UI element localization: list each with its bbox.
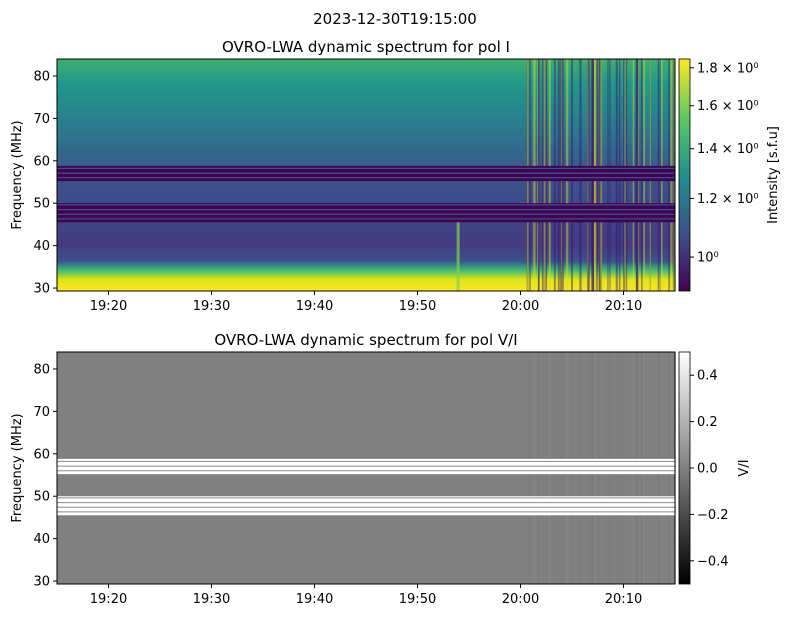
x-tick-label: 19:40 bbox=[296, 592, 333, 607]
x-tick-label: 20:00 bbox=[502, 592, 539, 607]
flagged-band bbox=[57, 496, 675, 516]
colorbar-tick-label: 0.2 bbox=[697, 415, 718, 430]
colorbar-tick-label: −0.4 bbox=[697, 554, 729, 569]
colorbar-tick-label: 1.6 × 10⁰ bbox=[697, 99, 759, 114]
colorbar-label: Intensity [s.f.u] bbox=[766, 126, 781, 224]
y-tick-label: 80 bbox=[33, 362, 50, 377]
y-tick-label: 80 bbox=[33, 69, 50, 84]
y-tick-label: 30 bbox=[33, 282, 50, 297]
x-tick-label: 19:50 bbox=[399, 299, 436, 314]
colorbar-tick-label: 1.8 × 10⁰ bbox=[697, 61, 759, 76]
y-tick-label: 50 bbox=[33, 197, 50, 212]
x-tick-label: 19:50 bbox=[399, 592, 436, 607]
y-tick-label: 70 bbox=[33, 405, 50, 420]
x-tick-label: 19:40 bbox=[296, 299, 333, 314]
burst-feature bbox=[456, 220, 460, 291]
suptitle: 2023-12-30T19:15:00 bbox=[313, 10, 477, 28]
y-tick-label: 60 bbox=[33, 154, 50, 169]
x-tick-label: 19:30 bbox=[193, 299, 230, 314]
y-tick-label: 70 bbox=[33, 112, 50, 127]
y-tick-label: 40 bbox=[33, 532, 50, 547]
axes-frame bbox=[56, 58, 676, 292]
colorbar-tick-label: 1.2 × 10⁰ bbox=[697, 192, 759, 207]
y-tick-label: 60 bbox=[33, 447, 50, 462]
axes-frame bbox=[56, 351, 676, 585]
colorbar-tick-label: 0.0 bbox=[697, 462, 718, 477]
flagged-band bbox=[57, 203, 675, 223]
colorbar-tick-label: 1.4 × 10⁰ bbox=[697, 142, 759, 157]
y-axis-label: Frequency (MHz) bbox=[10, 120, 25, 229]
colorbar-tick-label: −0.2 bbox=[697, 508, 729, 523]
y-tick-label: 40 bbox=[33, 239, 50, 254]
y-axis-label: Frequency (MHz) bbox=[10, 413, 25, 522]
panel-title: OVRO-LWA dynamic spectrum for pol V/I bbox=[214, 331, 517, 349]
y-tick-label: 30 bbox=[33, 575, 50, 590]
colorbar bbox=[678, 58, 691, 292]
colorbar-tick-label: 10⁰ bbox=[697, 251, 719, 266]
x-tick-label: 20:00 bbox=[502, 299, 539, 314]
y-tick-label: 50 bbox=[33, 490, 50, 505]
x-tick-label: 20:10 bbox=[605, 299, 642, 314]
x-tick-label: 19:20 bbox=[90, 299, 127, 314]
x-tick-label: 20:10 bbox=[605, 592, 642, 607]
colorbar bbox=[678, 351, 691, 585]
panel-pol-vi: OVRO-LWA dynamic spectrum for pol V/I 30 4… bbox=[10, 331, 752, 607]
x-tick-label: 19:20 bbox=[90, 592, 127, 607]
x-tick-label: 19:30 bbox=[193, 592, 230, 607]
panel-title: OVRO-LWA dynamic spectrum for pol I bbox=[222, 38, 510, 56]
colorbar-label: V/I bbox=[737, 459, 752, 476]
colorbar-tick-label: 0.4 bbox=[697, 369, 718, 384]
panel-pol-i: OVRO-LWA dynamic spectrum for pol I 30 40 5… bbox=[10, 38, 781, 314]
